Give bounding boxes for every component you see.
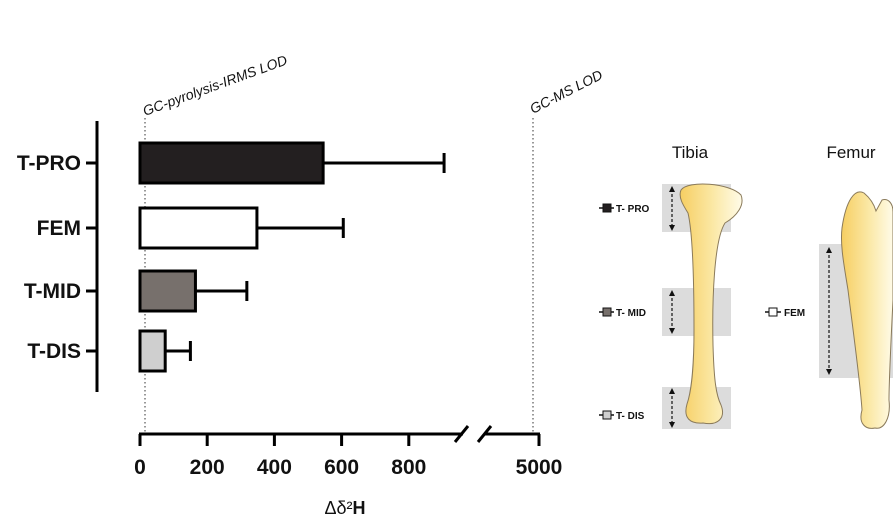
x-tick-label-400: 400 — [257, 456, 292, 479]
femur-title: Femur — [826, 143, 875, 162]
femur-illustration: Femur FEM — [765, 143, 893, 429]
x-tick-label-5000: 5000 — [516, 456, 563, 479]
legend-label-tibia-dis: T- DIS — [616, 411, 645, 422]
legend-swatch-tibia-mid — [602, 307, 612, 317]
legend-label-tibia-pro: T- PRO — [616, 204, 650, 215]
x-ticks: 0 200 400 600 800 5000 — [134, 434, 562, 479]
legend-swatch-tibia-pro — [602, 203, 612, 213]
category-label-t-mid: T-MID — [24, 280, 81, 303]
category-label-fem: FEM — [37, 217, 81, 240]
legend-key-tibia-pro: T- PRO — [599, 203, 650, 215]
x-tick-label-600: 600 — [324, 456, 359, 479]
bar-t-mid — [138, 269, 197, 313]
axis-break-mark-1 — [453, 425, 470, 443]
x-tick-label-800: 800 — [391, 456, 426, 479]
legend-key-tibia-dis: T- DIS — [599, 410, 645, 422]
bar-fem — [138, 206, 259, 250]
x-axis-label: Δδ²H — [324, 498, 365, 518]
bar-chart: GC-pyrolysis-IRMS LOD GC-MS LOD T-PRO FEM… — [17, 52, 605, 518]
tibia-title: Tibia — [672, 143, 709, 162]
legend-key-femur: FEM — [765, 307, 805, 319]
legend-label-femur: FEM — [784, 308, 805, 319]
x-tick-label-200: 200 — [190, 456, 225, 479]
legend-key-tibia-mid: T- MID — [599, 307, 646, 319]
lod-label-gcms: GC-MS LOD — [527, 66, 605, 116]
x-axis-label-prefix: Δδ² — [324, 498, 352, 518]
femur-bone — [841, 191, 893, 429]
bar-t-dis — [138, 329, 167, 373]
tibia-bone — [679, 183, 743, 425]
x-tick-label-0: 0 — [134, 456, 146, 479]
category-axis: T-PRO FEM T-MID T-DIS — [17, 152, 97, 363]
axis-break-mark-2 — [476, 425, 493, 443]
bar-t-pro — [138, 141, 325, 185]
tibia-illustration: Tibia T- PRO T- MID T- DIS — [599, 143, 743, 429]
category-label-t-dis: T-DIS — [27, 340, 81, 363]
legend-swatch-femur — [768, 307, 778, 317]
legend-label-tibia-mid: T- MID — [616, 308, 646, 319]
bars — [138, 141, 446, 373]
x-axis-label-isotope: H — [353, 498, 366, 518]
category-label-t-pro: T-PRO — [17, 152, 81, 175]
legend-swatch-tibia-dis — [602, 410, 612, 420]
lod-label-irms: GC-pyrolysis-IRMS LOD — [141, 52, 290, 119]
